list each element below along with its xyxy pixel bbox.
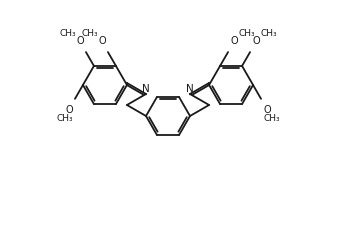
Text: CH₃: CH₃ — [59, 29, 76, 38]
Text: O: O — [252, 36, 260, 46]
Text: CH₃: CH₃ — [263, 114, 280, 123]
Text: O: O — [98, 36, 106, 46]
Text: O: O — [263, 105, 271, 115]
Text: O: O — [230, 36, 238, 46]
Text: N: N — [186, 84, 194, 94]
Text: CH₃: CH₃ — [56, 114, 73, 123]
Text: CH₃: CH₃ — [81, 29, 98, 38]
Text: O: O — [76, 36, 84, 46]
Text: N: N — [142, 84, 150, 94]
Text: CH₃: CH₃ — [238, 29, 255, 38]
Text: O: O — [65, 105, 73, 115]
Text: CH₃: CH₃ — [260, 29, 277, 38]
